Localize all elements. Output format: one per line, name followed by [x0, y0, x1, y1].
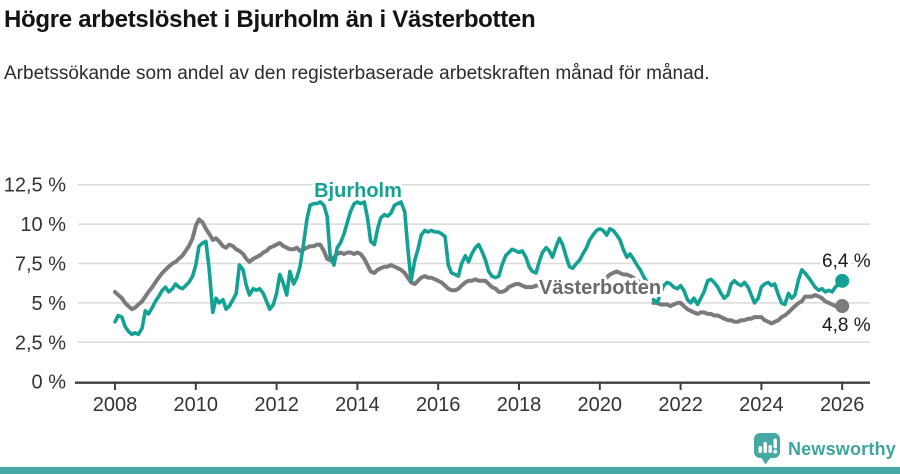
y-tick-label: 10 %	[20, 214, 66, 236]
brand-footer: Newsworthy	[753, 433, 896, 465]
vasterbotten-end-value-label: 4,8 %	[822, 315, 871, 336]
y-tick-label: 2,5 %	[15, 332, 66, 354]
vasterbotten-line	[651, 293, 845, 326]
vasterbotten-line	[113, 217, 650, 312]
bjurholm-series-label: Bjurholm	[314, 180, 402, 202]
y-tick-label: 7,5 %	[15, 254, 66, 276]
newsworthy-logo-icon	[753, 433, 780, 465]
chart-subtitle: Arbetssökande som andel av den registerb…	[4, 62, 710, 84]
x-tick-label: 2026	[820, 394, 865, 416]
footer-accent-bar	[0, 467, 900, 474]
x-tick-label: 2010	[174, 394, 219, 416]
x-tick-label: 2012	[254, 394, 299, 416]
brand-name: Newsworthy	[787, 438, 896, 459]
x-tick-label: 2018	[497, 394, 542, 416]
y-tick-label: 0 %	[32, 372, 67, 394]
x-tick-label: 2022	[658, 394, 703, 416]
bjurholm-end-dot	[835, 273, 850, 288]
chart-header: Högre arbetslöshet i Bjurholm än i Väste…	[4, 6, 884, 88]
x-tick-label: 2008	[93, 394, 138, 416]
y-tick-label: 5 %	[32, 293, 67, 315]
bjurholm-line	[113, 200, 649, 337]
x-tick-label: 2016	[416, 394, 461, 416]
bjurholm-line	[651, 268, 844, 307]
chart-title: Högre arbetslöshet i Bjurholm än i Väste…	[4, 6, 536, 33]
x-tick-label: 2024	[739, 394, 784, 416]
vasterbotten-series-label: Västerbotten	[539, 277, 661, 299]
x-tick-label: 2020	[578, 394, 623, 416]
x-tick-label: 2014	[335, 394, 380, 416]
bjurholm-end-value-label: 6,4 %	[822, 251, 871, 272]
vasterbotten-end-dot	[835, 299, 850, 314]
y-tick-label: 12,5 %	[4, 175, 66, 197]
